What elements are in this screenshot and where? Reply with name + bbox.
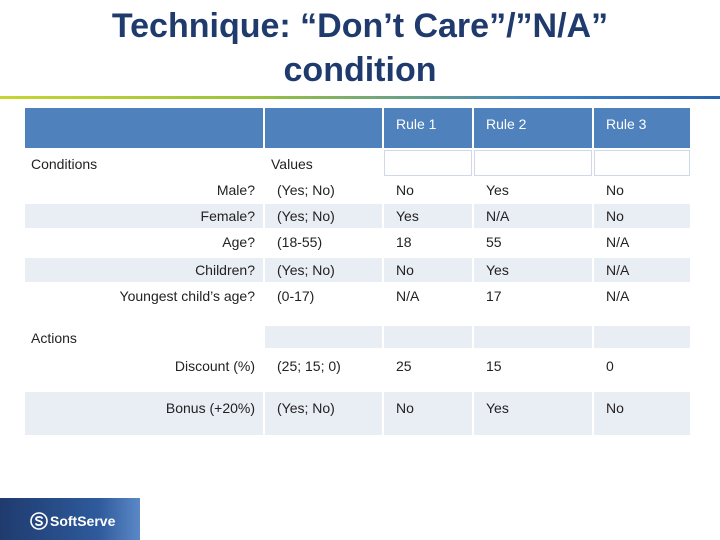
rule-1-value: 25 — [384, 350, 472, 390]
rule-1-value: N/A — [384, 284, 472, 324]
rule-1-value: No — [384, 178, 472, 202]
rule-2-value: Yes — [474, 392, 592, 435]
condition-values: (18-55) — [265, 230, 382, 256]
action-values: (Yes; No) — [265, 392, 382, 435]
header-rule-3: Rule 3 — [594, 108, 690, 148]
slide-title: Technique: “Don’t Care”/”N/A” condition — [0, 4, 720, 92]
condition-values: (Yes; No) — [265, 258, 382, 282]
action-values: (25; 15; 0) — [265, 350, 382, 390]
actions-blank-1 — [384, 326, 472, 348]
rule-2-value: Yes — [474, 178, 592, 202]
condition-label: Age? — [25, 230, 263, 256]
condition-values: (Yes; No) — [265, 178, 382, 202]
rule-2-value: N/A — [474, 204, 592, 228]
rule-2-value: 55 — [474, 230, 592, 256]
condition-label: Youngest child’s age? — [25, 284, 263, 324]
conditions-label: Conditions — [25, 150, 263, 176]
rule-3-value: 0 — [594, 350, 690, 390]
actions-label: Actions — [25, 326, 263, 348]
title-divider — [0, 96, 720, 99]
rule-1-value: 18 — [384, 230, 472, 256]
conditions-blank-2 — [474, 150, 592, 176]
softserve-s-icon — [30, 512, 48, 530]
header-blank-1 — [25, 108, 263, 148]
rule-2-value: 15 — [474, 350, 592, 390]
rule-3-value: No — [594, 204, 690, 228]
values-label: Values — [265, 150, 382, 176]
condition-values: (0-17) — [265, 284, 382, 324]
header-blank-2 — [265, 108, 382, 148]
condition-label: Male? — [25, 178, 263, 202]
action-label: Discount (%) — [25, 350, 263, 390]
rule-3-value: No — [594, 178, 690, 202]
title-line-2: condition — [283, 51, 437, 89]
softserve-logo-banner — [0, 498, 140, 540]
rule-1-value: No — [384, 392, 472, 435]
rule-3-value: No — [594, 392, 690, 435]
actions-blank-values — [265, 326, 382, 348]
header-rule-2: Rule 2 — [474, 108, 592, 148]
rule-3-value: N/A — [594, 230, 690, 256]
actions-blank-2 — [474, 326, 592, 348]
rule-1-value: No — [384, 258, 472, 282]
rule-2-value: 17 — [474, 284, 592, 324]
rule-3-value: N/A — [594, 284, 690, 324]
header-rule-1: Rule 1 — [384, 108, 472, 148]
conditions-blank-3 — [594, 150, 690, 176]
condition-label: Female? — [25, 204, 263, 228]
conditions-blank-1 — [384, 150, 472, 176]
rule-2-value: Yes — [474, 258, 592, 282]
rule-3-value: N/A — [594, 258, 690, 282]
softserve-logo-text: SoftServe — [50, 513, 116, 529]
condition-values: (Yes; No) — [265, 204, 382, 228]
condition-label: Children? — [25, 258, 263, 282]
title-line-1: Technique: “Don’t Care”/”N/A” — [111, 7, 609, 45]
actions-blank-3 — [594, 326, 690, 348]
rule-1-value: Yes — [384, 204, 472, 228]
action-label: Bonus (+20%) — [25, 392, 263, 435]
